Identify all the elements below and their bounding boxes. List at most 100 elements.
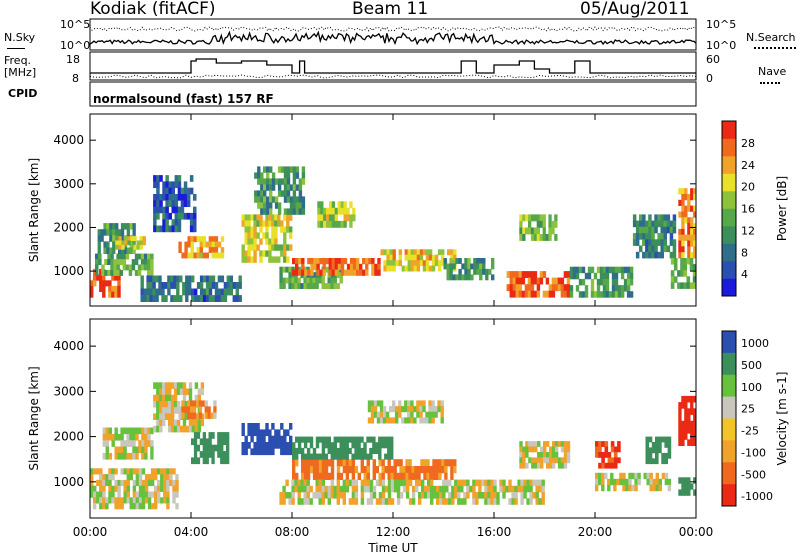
data-cell [223,432,227,439]
data-cell [114,291,118,298]
data-cell [598,472,602,480]
data-cell [687,483,691,490]
data-cell [407,406,411,413]
data-cell [404,265,408,272]
data-cell [657,239,661,246]
data-cell [604,452,609,458]
data-cell [651,447,656,454]
data-cell [129,433,133,441]
data-cell [257,202,261,209]
data-cell [113,259,117,265]
data-cell [533,271,538,278]
data-cell [528,446,532,453]
data-cell [658,436,662,443]
data-cell [533,227,538,235]
data-cell [140,264,145,271]
data-cell [450,459,454,467]
data-cell [446,263,450,270]
data-cell [389,265,393,272]
data-cell [297,447,302,454]
data-cell [93,468,97,475]
data-cell [178,406,182,413]
data-cell [340,220,344,228]
data-cell [693,246,697,253]
data-cell [220,247,225,253]
data-cell [635,226,640,234]
data-cell [105,452,109,460]
data-cell [295,208,300,215]
data-cell [667,478,672,486]
data-cell [447,459,451,467]
data-cell [174,200,179,207]
nsearch-series-line [89,26,697,32]
data-cell [334,207,338,215]
data-cell [217,241,222,248]
data-cell [214,252,219,259]
data-cell [569,291,574,298]
data-cell [540,452,544,458]
data-cell [165,212,169,220]
data-cell [156,388,160,396]
data-cell [595,484,599,492]
data-cell [648,245,652,253]
data-cell [186,200,191,207]
data-cell [144,253,148,260]
data-cell [427,479,431,487]
data-cell [681,217,685,224]
data-cell [321,459,326,467]
data-cell [692,282,697,289]
data-cell [660,214,664,221]
data-cell [648,226,652,234]
data-cell [111,440,115,447]
data-cell [244,220,248,227]
data-cell [366,436,370,443]
data-cell [306,436,311,443]
data-cell [253,220,257,227]
data-cell [185,282,189,289]
data-cell [120,497,124,504]
data-cell [109,247,113,254]
data-cell [96,274,100,281]
data-cell [366,466,370,474]
data-cell [333,283,337,289]
data-cell [440,400,444,407]
data-cell [232,282,236,289]
data-cell [611,285,616,292]
data-cell [475,479,479,487]
nave-series-line [89,74,697,79]
data-cell [126,485,130,492]
noise-tick-hi-right: 10^5 [706,18,737,31]
data-cell [318,277,322,284]
data-cell [316,263,320,270]
data-cell [280,220,284,227]
data-cell [365,258,369,265]
data-cell [298,196,303,203]
data-cell [213,406,217,413]
data-cell [265,232,269,239]
data-cell [407,411,411,418]
data-cell [292,178,297,185]
power-colorbar-tick: 4 [741,268,748,281]
data-cell [274,214,278,221]
data-cell [229,275,233,283]
data-cell [303,459,308,467]
data-cell [687,228,691,236]
data-cell [135,446,139,454]
data-cell [473,268,477,275]
data-cell [170,295,174,302]
data-cell [274,226,278,233]
data-cell [424,492,428,499]
data-cell [172,485,176,492]
data-cell [279,266,283,273]
data-cell [502,492,506,499]
data-cell [126,452,130,460]
data-cell [560,290,565,298]
data-cell [667,452,672,459]
data-cell [102,274,106,281]
data-cell [105,427,109,435]
data-cell [411,492,416,499]
data-cell [303,283,307,289]
data-cell [331,201,336,209]
data-cell [460,498,464,505]
data-cell [458,268,462,275]
